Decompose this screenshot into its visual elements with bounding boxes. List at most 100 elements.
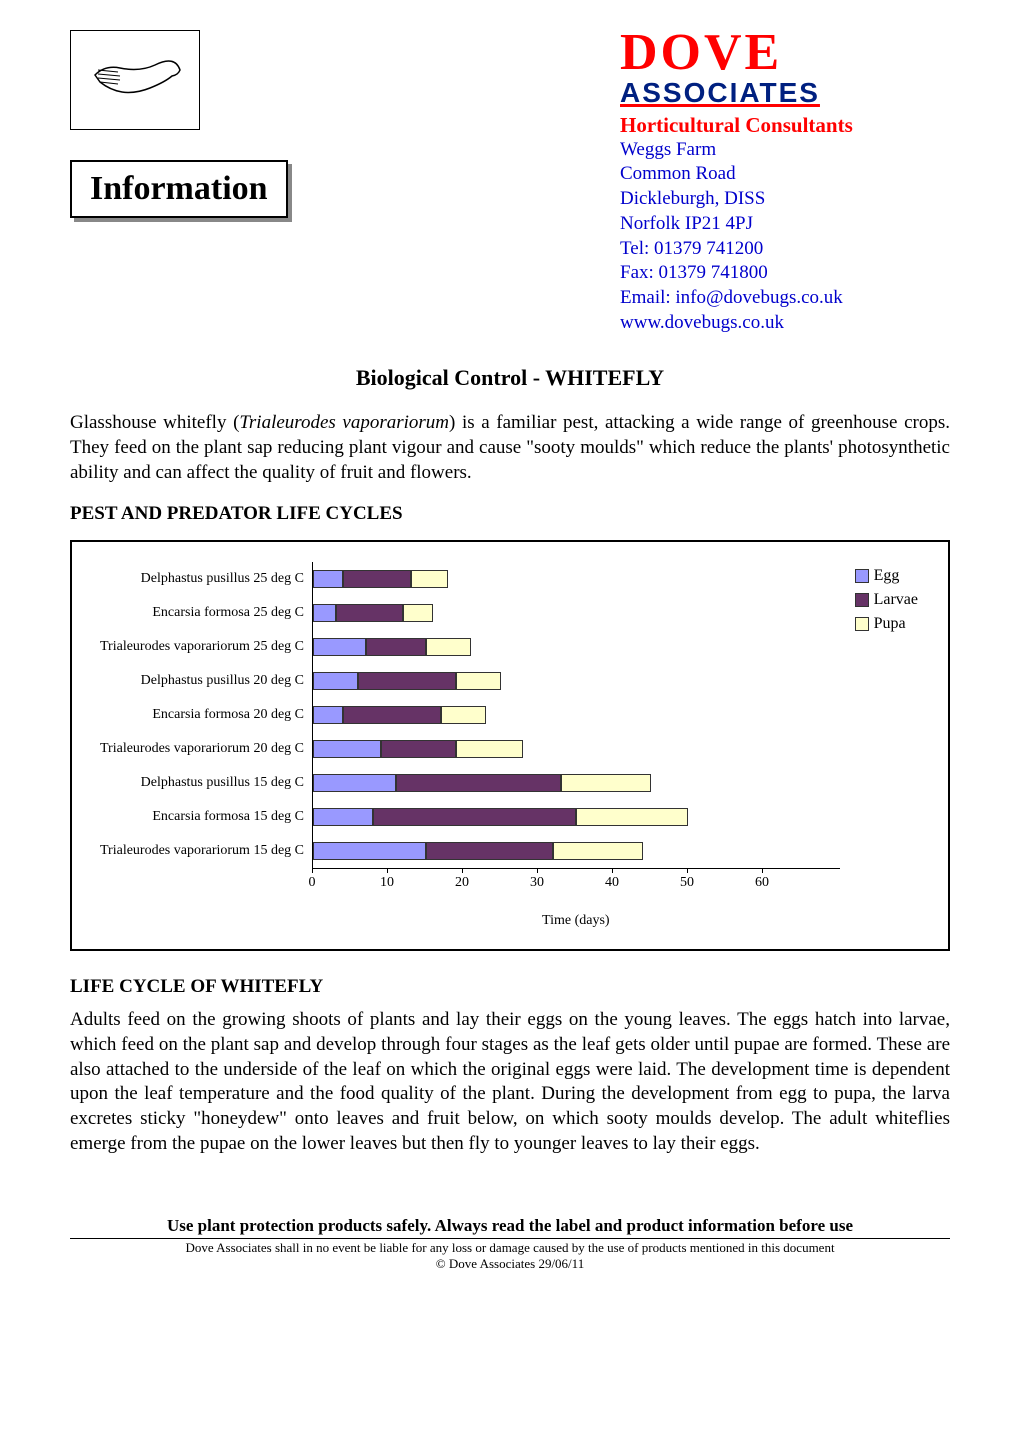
life-cycle-paragraph: Adults feed on the growing shoots of pla… [70,1008,950,1156]
bird-icon [80,40,190,120]
chart-segment-egg [313,842,426,860]
chart-segment-pupa [576,808,689,826]
chart-bar-stack [313,740,523,758]
chart-segment-larvae [426,842,554,860]
chart-segment-egg [313,706,343,724]
information-box: Information [70,160,288,218]
chart-segment-pupa [553,842,643,860]
chart-segment-larvae [343,570,411,588]
chart-bar-stack [313,842,643,860]
legend-label: Egg [874,567,900,585]
address-fax: Fax: 01379 741800 [620,261,950,286]
chart-category-label: Encarsia formosa 20 deg C [92,698,304,732]
intro-paragraph: Glasshouse whitefly (Trialeurodes vapora… [70,411,950,485]
legend-label: Larvae [874,591,918,609]
chart-segment-larvae [358,672,456,690]
right-header: DOVE ASSOCIATES Horticultural Consultant… [620,30,950,335]
chart-bar-row [313,800,840,834]
chart-category-label: Encarsia formosa 15 deg C [92,800,304,834]
footer-disclaimer: Dove Associates shall in no event be lia… [70,1238,950,1272]
chart-category-label: Trialeurodes vaporariorum 15 deg C [92,834,304,868]
life-cycle-chart: Delphastus pusillus 25 deg CEncarsia for… [70,540,950,951]
address-block: Weggs Farm Common Road Dickleburgh, DISS… [620,138,950,336]
address-line: Norfolk IP21 4PJ [620,212,950,237]
chart-x-tick: 50 [680,875,694,891]
chart-bars [312,562,840,869]
chart-segment-egg [313,740,381,758]
chart-segment-pupa [561,774,651,792]
chart-segment-egg [313,774,396,792]
chart-bar-row [313,834,840,868]
chart-segment-egg [313,808,373,826]
logo-dove-text: DOVE [620,30,950,77]
chart-category-label: Trialeurodes vaporariorum 25 deg C [92,630,304,664]
page-header: Information DOVE ASSOCIATES Horticultura… [70,30,950,335]
footer-line: © Dove Associates 29/06/11 [70,1256,950,1272]
chart-bar-row [313,630,840,664]
chart-segment-larvae [336,604,404,622]
chart-bar-row [313,562,840,596]
chart-bar-stack [313,808,688,826]
address-line: Dickleburgh, DISS [620,187,950,212]
chart-x-axis: 0102030405060 [312,871,840,891]
chart-bar-stack [313,638,471,656]
chart-segment-pupa [403,604,433,622]
footer-warning: Use plant protection products safely. Al… [70,1216,950,1236]
chart-x-tick: 10 [380,875,394,891]
chart-bar-stack [313,706,486,724]
footer-line: Dove Associates shall in no event be lia… [70,1240,950,1256]
information-label: Information [90,170,268,207]
chart-segment-larvae [373,808,576,826]
chart-segment-pupa [426,638,471,656]
chart-segment-egg [313,604,336,622]
chart-bar-row [313,766,840,800]
legend-item: Larvae [855,591,918,609]
legend-item: Egg [855,567,918,585]
chart-segment-larvae [366,638,426,656]
chart-category-label: Delphastus pusillus 25 deg C [92,562,304,596]
legend-swatch [855,569,869,583]
chart-x-label: Time (days) [312,913,840,929]
chart-plot-area: 0102030405060 Time (days) [312,562,840,929]
chart-segment-pupa [411,570,449,588]
chart-x-tick: 40 [605,875,619,891]
left-header: Information [70,30,288,218]
chart-segment-pupa [456,672,501,690]
heading-life-cycles: PEST AND PREDATOR LIFE CYCLES [70,503,950,525]
legend-label: Pupa [874,615,906,633]
chart-category-label: Delphastus pusillus 15 deg C [92,766,304,800]
logo-associates-text: ASSOCIATES [620,77,950,109]
chart-segment-larvae [396,774,561,792]
dove-bird-logo [70,30,200,130]
page-title: Biological Control - WHITEFLY [70,365,950,391]
chart-x-tick: 60 [755,875,769,891]
chart-category-label: Encarsia formosa 25 deg C [92,596,304,630]
chart-bar-row [313,732,840,766]
heading-life-cycle-whitefly: LIFE CYCLE OF WHITEFLY [70,976,950,998]
chart-bar-row [313,596,840,630]
chart-bar-stack [313,774,651,792]
address-tel: Tel: 01379 741200 [620,237,950,262]
chart-bar-row [313,664,840,698]
chart-bar-stack [313,570,448,588]
chart-category-label: Delphastus pusillus 20 deg C [92,664,304,698]
consultants-text: Horticultural Consultants [620,113,950,138]
page-footer: Use plant protection products safely. Al… [70,1216,950,1272]
chart-category-label: Trialeurodes vaporariorum 20 deg C [92,732,304,766]
address-line: Weggs Farm [620,138,950,163]
chart-bar-stack [313,672,501,690]
chart-bar-row [313,698,840,732]
chart-segment-pupa [456,740,524,758]
dove-associates-logo: DOVE ASSOCIATES [620,30,950,109]
address-line: Common Road [620,162,950,187]
chart-legend: Egg Larvae Pupa [855,567,918,639]
chart-x-tick: 0 [309,875,316,891]
chart-bar-stack [313,604,433,622]
chart-segment-egg [313,672,358,690]
chart-segment-larvae [343,706,441,724]
legend-swatch [855,617,869,631]
chart-segment-egg [313,570,343,588]
intro-prefix: Glasshouse whitefly ( [70,412,239,433]
address-email: Email: info@dovebugs.co.uk [620,286,950,311]
address-web: www.dovebugs.co.uk [620,311,950,336]
